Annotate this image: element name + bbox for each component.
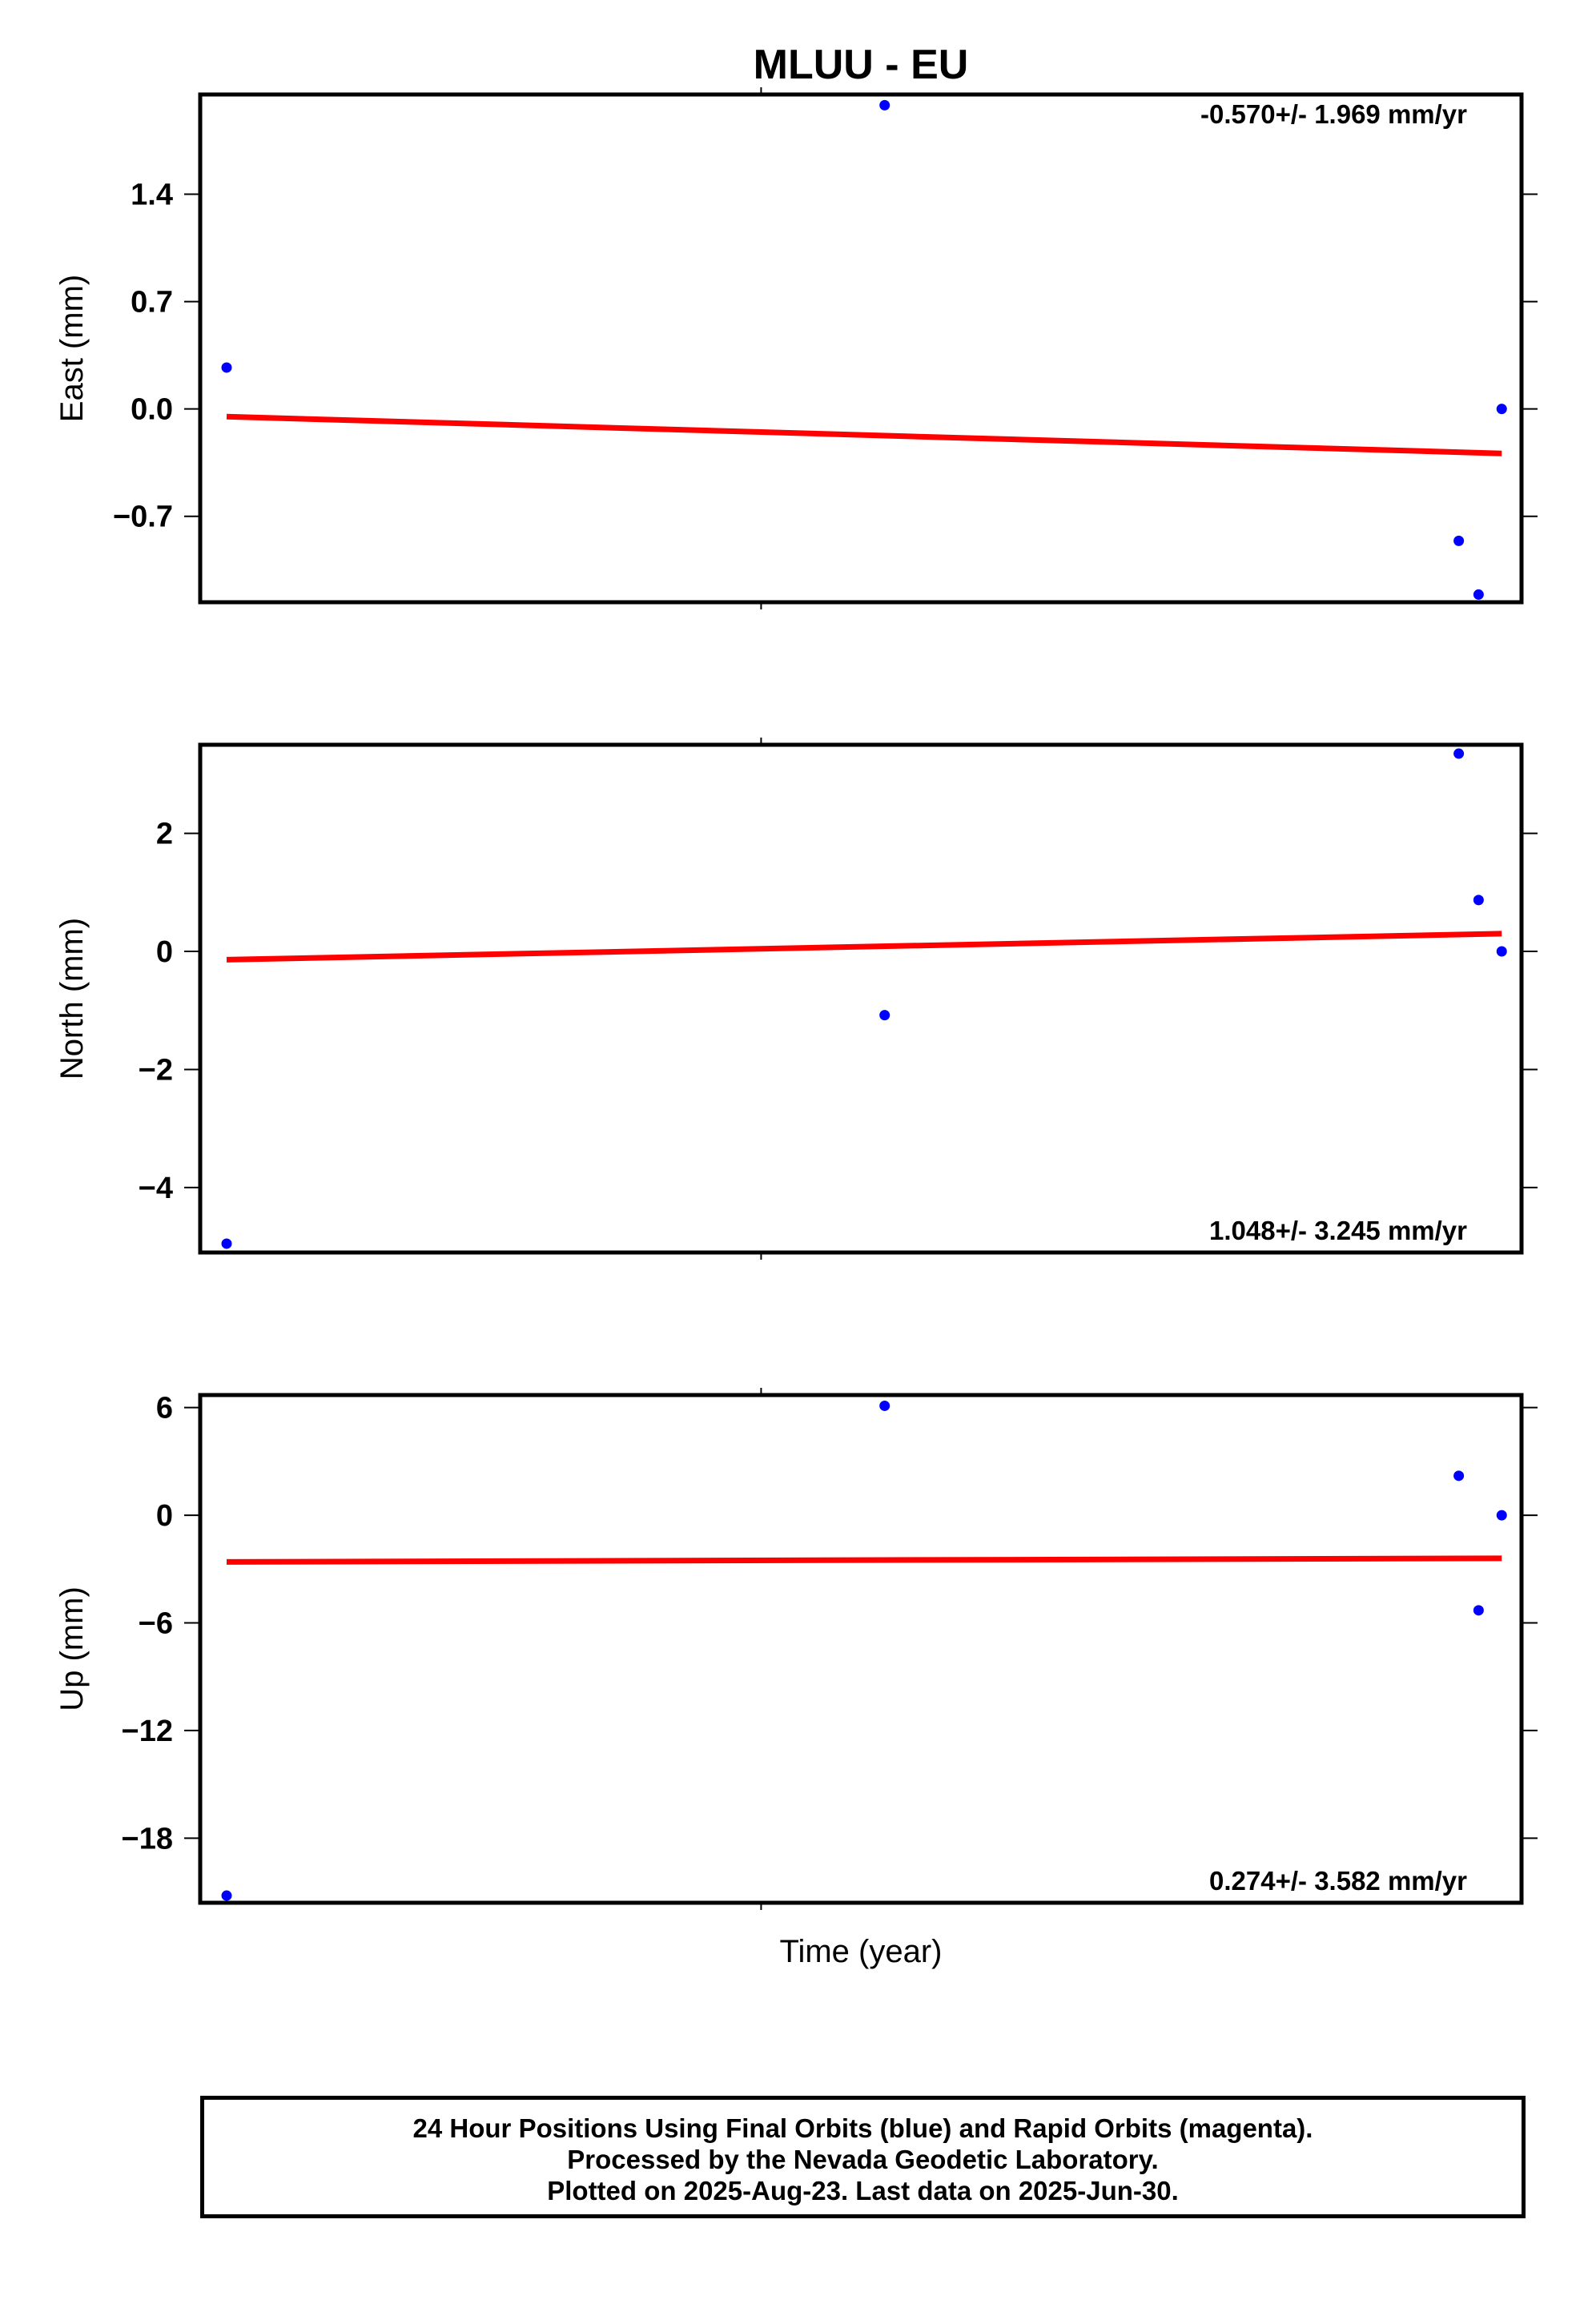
up-y-tick-label: −6 [139,1607,173,1641]
up-data-point [1496,1510,1507,1521]
north-data-point [1473,895,1484,906]
north-y-tick-label: 2 [156,818,173,851]
east-data-point [1473,589,1484,600]
panel-east: 1.4 0.7 0.0 −0.7 East (mm) -0.570+/- 1.969 mm… [54,87,1538,609]
north-data-point [879,1010,890,1021]
east-y-tick-label: 0.0 [131,393,173,427]
up-y-tick-label: −18 [122,1822,173,1856]
panel-north: 2 0 −2 −4 North (mm) 1.048+/- 3.245 mm/yr [54,738,1538,1260]
east-data-point [879,99,890,111]
north-data-point [1453,748,1465,759]
chart-title: MLUU - EU [754,42,969,88]
up-data-point [221,1890,232,1901]
north-plot-frame [198,742,1524,1255]
up-data-point [879,1400,890,1411]
east-data-point [1453,535,1465,546]
north-trend-line [226,931,1502,963]
north-y-axis-label: North (mm) [54,918,90,1080]
north-y-tick-label: −4 [139,1172,173,1205]
up-data-point [1453,1470,1465,1482]
east-trend-line [226,413,1502,456]
up-trend-line [226,1555,1502,1565]
north-y-tick-label: 0 [156,935,173,969]
up-y-tick-label: 0 [156,1499,173,1533]
east-rate-label: -0.570+/- 1.969 mm/yr [1200,99,1467,129]
x-axis-label: Time (year) [780,1934,943,1969]
footer-line-2: Processed by the Nevada Geodetic Laborat… [567,2145,1159,2174]
north-data-point [221,1238,232,1249]
footer-caption-box: 24 Hour Positions Using Final Orbits (bl… [200,2096,1526,2218]
north-y-tick-label: −2 [139,1053,173,1087]
up-rate-label: 0.274+/- 3.582 mm/yr [1209,1866,1467,1896]
east-y-tick-label: −0.7 [113,501,173,534]
east-data-point [221,362,232,373]
east-y-axis-label: East (mm) [54,275,90,422]
up-y-tick-label: −12 [122,1715,173,1748]
panel-up: 6 0 −6 −12 −18 Up (mm) 0.274+/- 3.582 mm/yr [54,1388,1538,1910]
east-plot-frame [198,92,1524,605]
east-y-tick-label: 0.7 [131,286,173,320]
up-data-point [1473,1605,1484,1616]
up-plot-frame [198,1393,1524,1905]
up-y-axis-label: Up (mm) [54,1586,90,1711]
up-y-tick-label: 6 [156,1392,173,1425]
east-y-tick-label: 1.4 [131,179,173,212]
north-rate-label: 1.048+/- 3.245 mm/yr [1209,1216,1467,1245]
footer-line-1: 24 Hour Positions Using Final Orbits (bl… [412,2113,1313,2143]
east-data-point [1496,404,1507,415]
north-data-point [1496,946,1507,957]
footer-line-3: Plotted on 2025-Aug-23. Last data on 202… [547,2176,1179,2205]
